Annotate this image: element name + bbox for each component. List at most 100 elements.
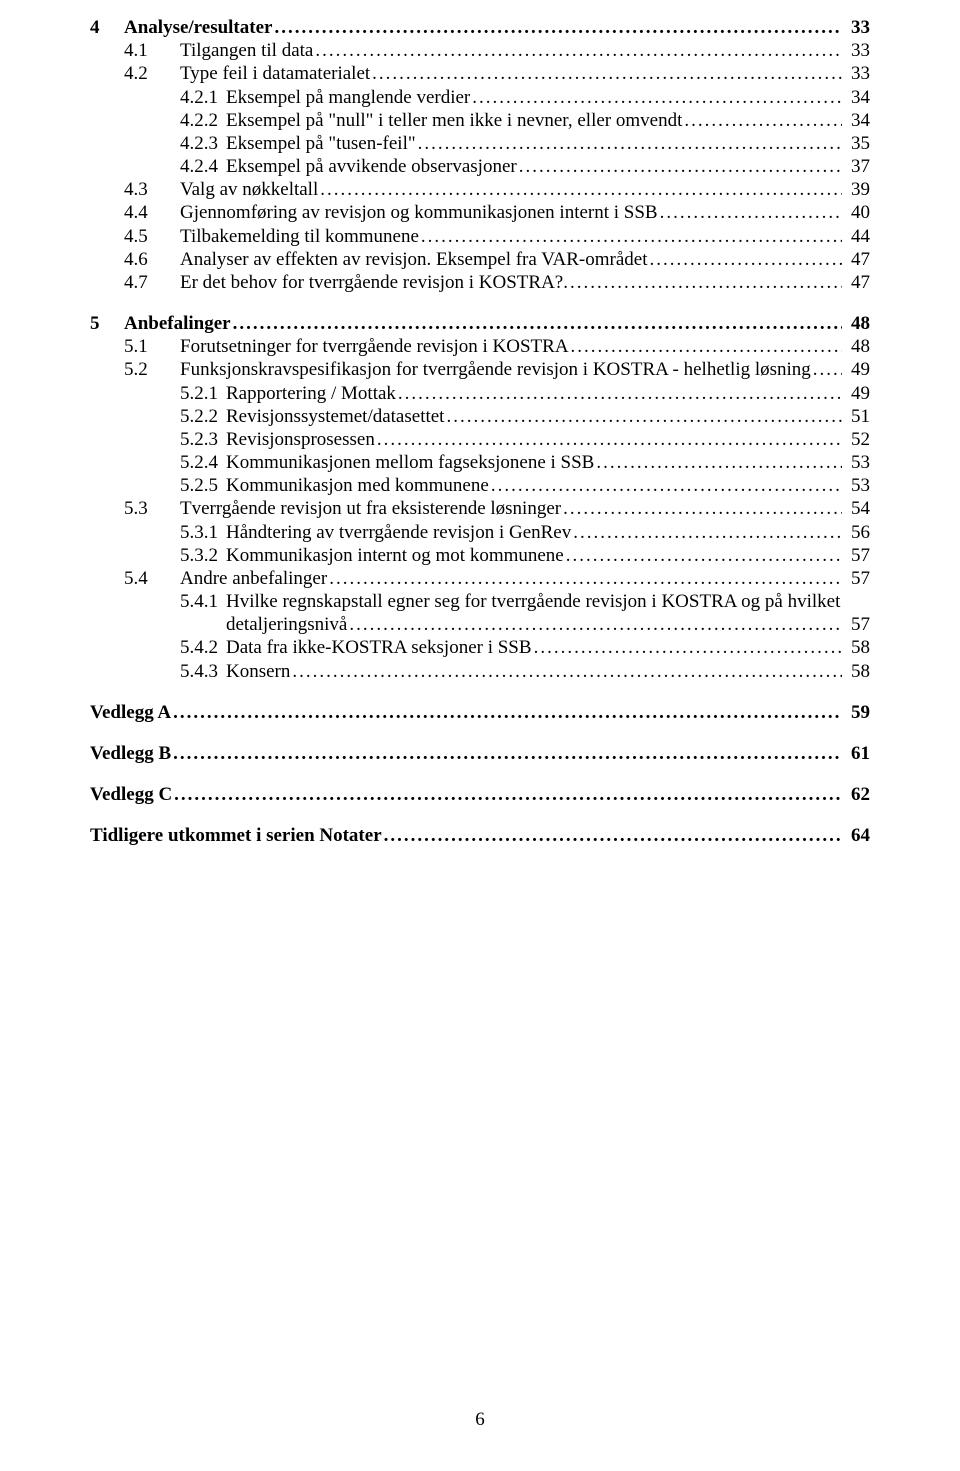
toc-entry-title: Kommunikasjonen mellom fagseksjonene i S… — [226, 451, 594, 474]
toc-entry-title-cont: detaljeringsnivå — [226, 613, 347, 636]
toc-entry-page: 33 — [842, 16, 870, 39]
toc-entry-title: Eksempel på "null" i teller men ikke i n… — [226, 109, 682, 132]
toc-entry-number: 5.4.1 — [180, 590, 226, 613]
toc-entry-page: 33 — [842, 39, 870, 62]
toc-leader — [568, 271, 842, 294]
toc-entry-number: 5.4.2 — [180, 636, 226, 659]
toc-entry: 4.2.2Eksempel på "null" i teller men ikk… — [90, 109, 870, 132]
toc-entry-title: Analyser av effekten av revisjon. Eksemp… — [180, 248, 647, 271]
toc-entry-title: Er det behov for tverrgående revisjon i … — [180, 271, 568, 294]
toc-entry-page: 49 — [842, 382, 870, 405]
toc-entry: 4Analyse/resultater33 — [90, 16, 870, 39]
toc-entry-continuation: detaljeringsnivå57 — [90, 613, 870, 636]
toc-entry: 4.2.1Eksempel på manglende verdier34 — [90, 86, 870, 109]
toc-container: 4Analyse/resultater334.1Tilgangen til da… — [90, 16, 870, 848]
toc-entry-page: 40 — [842, 201, 870, 224]
toc-entry-number: 4.1 — [124, 39, 180, 62]
toc-entry-title: Eksempel på avvikende observasjoner — [226, 155, 517, 178]
toc-leader — [564, 544, 842, 567]
toc-entry: 4.6Analyser av effekten av revisjon. Eks… — [90, 248, 870, 271]
toc-entry-number: 4.2.3 — [180, 132, 226, 155]
toc-leader — [470, 86, 842, 109]
toc-entry-number: 5.1 — [124, 335, 180, 358]
toc-entry: 5.2.5Kommunikasjon med kommunene53 — [90, 474, 870, 497]
toc-entry-title: Valg av nøkkeltall — [180, 178, 318, 201]
toc-entry-page: 48 — [842, 335, 870, 358]
toc-entry-title: Gjennomføring av revisjon og kommunikasj… — [180, 201, 658, 224]
toc-entry: Tidligere utkommet i serien Notater 64 — [90, 824, 870, 847]
toc-entry-title: Håndtering av tverrgående revisjon i Gen… — [226, 521, 571, 544]
toc-page: 4Analyse/resultater334.1Tilgangen til da… — [0, 0, 960, 1471]
toc-leader — [370, 62, 842, 85]
toc-entry-number: 5.2.5 — [180, 474, 226, 497]
toc-leader — [571, 521, 842, 544]
toc-leader — [172, 783, 842, 806]
toc-entry-page: 37 — [842, 155, 870, 178]
toc-leader — [327, 567, 842, 590]
toc-entry-page: 35 — [842, 132, 870, 155]
toc-entry-page: 62 — [842, 783, 870, 806]
toc-leader — [444, 405, 842, 428]
toc-entry: 5.2.4Kommunikasjonen mellom fagseksjonen… — [90, 451, 870, 474]
toc-leader — [594, 451, 842, 474]
toc-entry-title: Hvilke regnskapstall egner seg for tverr… — [226, 590, 840, 613]
toc-entry-number: 5.4.3 — [180, 660, 226, 683]
toc-entry-page: 61 — [842, 742, 870, 765]
toc-entry-page: 47 — [842, 271, 870, 294]
toc-entry: 4.4Gjennomføring av revisjon og kommunik… — [90, 201, 870, 224]
toc-entry-title: Revisjonsprosessen — [226, 428, 375, 451]
toc-entry-title: Rapportering / Mottak — [226, 382, 396, 405]
toc-entry-title: Vedlegg A — [90, 701, 171, 724]
toc-entry-number: 4 — [90, 16, 124, 39]
toc-entry-number: 4.4 — [124, 201, 180, 224]
toc-entry: 5.4.1Hvilke regnskapstall egner seg for … — [90, 590, 870, 613]
toc-leader — [171, 742, 842, 765]
toc-leader — [375, 428, 842, 451]
toc-entry: 5.4.2Data fra ikke-KOSTRA seksjoner i SS… — [90, 636, 870, 659]
toc-entry-title: Forutsetninger for tverrgående revisjon … — [180, 335, 569, 358]
toc-entry: 4.2Type feil i datamaterialet33 — [90, 62, 870, 85]
toc-entry-title: Funksjonskravspesifikasjon for tverrgåen… — [180, 358, 811, 381]
toc-entry-title: Eksempel på manglende verdier — [226, 86, 470, 109]
toc-entry: 5.3.1Håndtering av tverrgående revisjon … — [90, 521, 870, 544]
toc-entry-number: 4.5 — [124, 225, 180, 248]
toc-leader — [272, 16, 842, 39]
toc-entry-number: 5.2 — [124, 358, 180, 381]
toc-entry-number: 5.4 — [124, 567, 180, 590]
toc-entry-page: 59 — [842, 701, 870, 724]
toc-entry: 5.1Forutsetninger for tverrgående revisj… — [90, 335, 870, 358]
toc-entry: Vedlegg A 59 — [90, 701, 870, 724]
toc-entry-number: 5 — [90, 312, 124, 335]
toc-entry: 5.3Tverrgående revisjon ut fra eksistere… — [90, 497, 870, 520]
toc-leader — [647, 248, 842, 271]
toc-entry-page: 57 — [842, 544, 870, 567]
toc-entry-number: 5.2.2 — [180, 405, 226, 428]
toc-entry-number: 4.2.4 — [180, 155, 226, 178]
toc-entry-page: 58 — [842, 636, 870, 659]
toc-entry: 5.4.3Konsern58 — [90, 660, 870, 683]
toc-entry-number: 4.3 — [124, 178, 180, 201]
toc-entry-page: 34 — [842, 86, 870, 109]
toc-entry-page: 52 — [842, 428, 870, 451]
toc-entry-page: 58 — [842, 660, 870, 683]
toc-entry: 5.4Andre anbefalinger57 — [90, 567, 870, 590]
toc-leader — [382, 824, 842, 847]
toc-entry: Vedlegg B 61 — [90, 742, 870, 765]
toc-entry: 5.2.3Revisjonsprosessen 52 — [90, 428, 870, 451]
toc-entry-page: 47 — [842, 248, 870, 271]
toc-entry: 5.2Funksjonskravspesifikasjon for tverrg… — [90, 358, 870, 381]
toc-leader — [313, 39, 842, 62]
toc-leader — [532, 636, 842, 659]
toc-leader — [171, 701, 842, 724]
toc-entry-number: 5.2.3 — [180, 428, 226, 451]
toc-entry-page: 44 — [842, 225, 870, 248]
toc-entry-title: Revisjonssystemet/datasettet — [226, 405, 444, 428]
toc-entry: 5.3.2Kommunikasjon internt og mot kommun… — [90, 544, 870, 567]
toc-entry-title: Vedlegg B — [90, 742, 171, 765]
toc-entry-page: 33 — [842, 62, 870, 85]
toc-entry-title: Eksempel på "tusen-feil" — [226, 132, 416, 155]
page-number: 6 — [0, 1409, 960, 1431]
toc-entry-title: Data fra ikke-KOSTRA seksjoner i SSB — [226, 636, 532, 659]
toc-leader — [318, 178, 842, 201]
toc-leader — [396, 382, 842, 405]
